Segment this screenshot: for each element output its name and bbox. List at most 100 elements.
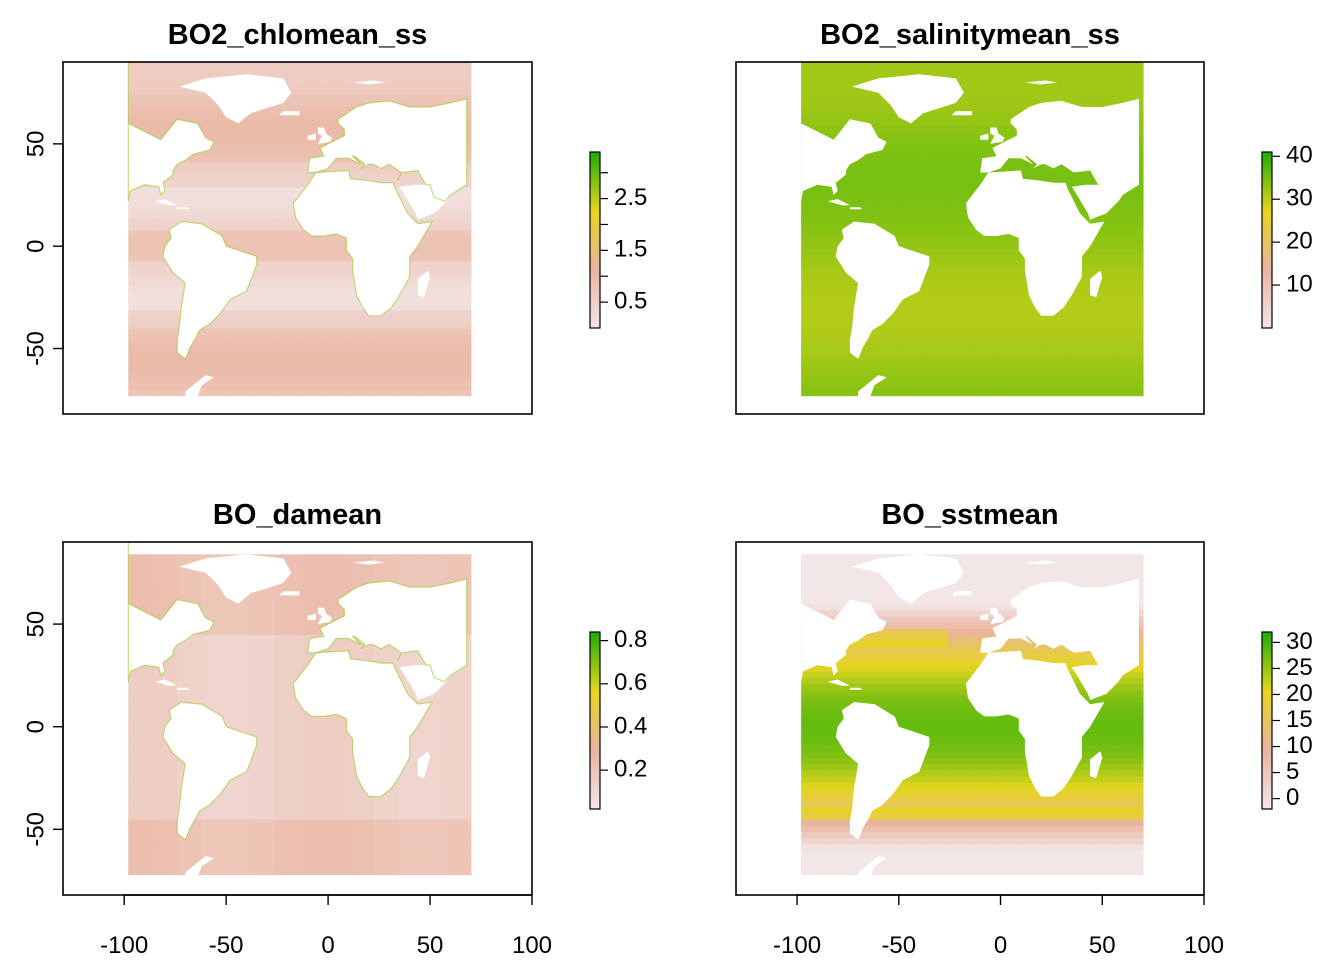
raster-cell (923, 278, 949, 286)
raster-cell (801, 291, 827, 298)
raster-cell (874, 174, 900, 182)
raster-cell (923, 192, 949, 200)
raster-cell (923, 720, 949, 728)
raster-cell (947, 671, 973, 679)
raster-cell (923, 205, 949, 212)
raster-cell (947, 757, 973, 765)
raster-cell (1094, 862, 1120, 869)
raster-cell (996, 309, 1022, 317)
raster-cell (201, 119, 227, 127)
raster-cell (996, 358, 1022, 366)
raster-cell (801, 708, 827, 715)
raster-cell (825, 358, 851, 366)
raster-cell (1118, 566, 1144, 574)
raster-cell (201, 205, 227, 212)
raster-cell (923, 162, 949, 170)
raster-cell (275, 757, 301, 765)
raster-cell (923, 377, 949, 384)
raster-cell (1094, 788, 1120, 796)
raster-cell (972, 597, 998, 605)
colorbar-tick-label: 0.4 (614, 712, 647, 739)
colorbar-tick-label: 0.8 (614, 626, 647, 653)
raster-cell (874, 585, 900, 592)
raster-cell (446, 358, 472, 366)
raster-cell (1045, 572, 1071, 580)
raster-cell (128, 186, 154, 194)
raster-cell (1069, 64, 1095, 71)
raster-cell (972, 321, 998, 329)
raster-cell (849, 849, 875, 857)
raster-cell (996, 303, 1022, 311)
raster-cell (1069, 849, 1095, 857)
raster-cell (348, 309, 374, 317)
raster-cell (972, 62, 998, 65)
raster-cell (250, 352, 276, 360)
raster-cell (324, 272, 350, 280)
raster-cell (446, 352, 472, 360)
raster-cell (152, 94, 178, 102)
raster-cell (275, 843, 301, 851)
raster-cell (923, 217, 949, 225)
raster-cell (275, 113, 301, 120)
raster-cell (299, 566, 325, 574)
raster-cell (898, 383, 924, 391)
raster-cell (947, 383, 973, 391)
raster-cell (801, 702, 827, 709)
raster-cell (801, 819, 827, 826)
raster-cell (201, 837, 227, 845)
raster-cell (226, 383, 252, 391)
raster-cell (177, 665, 203, 672)
raster-cell (874, 70, 900, 77)
raster-cell (372, 856, 399, 863)
raster-cell (1020, 868, 1046, 876)
raster-cell (128, 837, 154, 845)
raster-cell (275, 168, 301, 176)
raster-cell (849, 364, 875, 372)
raster-cell (947, 156, 973, 163)
raster-cell (421, 739, 447, 746)
raster-cell (1094, 285, 1120, 292)
land-britain (317, 127, 333, 144)
land-africa (965, 650, 1105, 797)
raster-cell (128, 714, 154, 722)
y-tick-label: -50 (22, 331, 49, 366)
raster-cell (972, 278, 998, 286)
raster-cell (348, 334, 374, 341)
raster-cell (250, 849, 276, 857)
raster-cell (299, 62, 325, 65)
raster-cell (996, 560, 1022, 568)
raster-cell (1045, 70, 1071, 77)
raster-cell (446, 272, 472, 280)
raster-cell (801, 254, 827, 262)
raster-cell (1069, 572, 1095, 580)
raster-cell (324, 603, 350, 611)
raster-cell (1020, 70, 1046, 77)
raster-cell (996, 254, 1022, 262)
raster-cell (446, 800, 472, 808)
raster-cell (825, 371, 851, 378)
raster-cell (972, 334, 998, 341)
raster-cell (275, 689, 301, 697)
raster-cell (152, 389, 178, 397)
raster-cell (324, 64, 350, 71)
raster-cell (226, 628, 252, 635)
raster-cell (201, 677, 227, 685)
raster-cell (1118, 315, 1144, 323)
raster-cell (801, 585, 827, 592)
raster-cell (250, 775, 276, 783)
raster-cell (446, 695, 472, 703)
raster-cell (849, 665, 875, 672)
raster-cell (128, 285, 154, 292)
raster-cell (128, 242, 154, 249)
raster-cell (397, 578, 423, 586)
raster-cell (177, 217, 203, 225)
raster-cell (324, 125, 350, 133)
raster-cell (849, 652, 875, 660)
raster-cell (152, 554, 178, 562)
raster-cell (996, 156, 1022, 163)
raster-cell (201, 328, 227, 335)
raster-cell (446, 278, 472, 286)
raster-cell (128, 572, 154, 580)
raster-cell (1069, 812, 1095, 820)
